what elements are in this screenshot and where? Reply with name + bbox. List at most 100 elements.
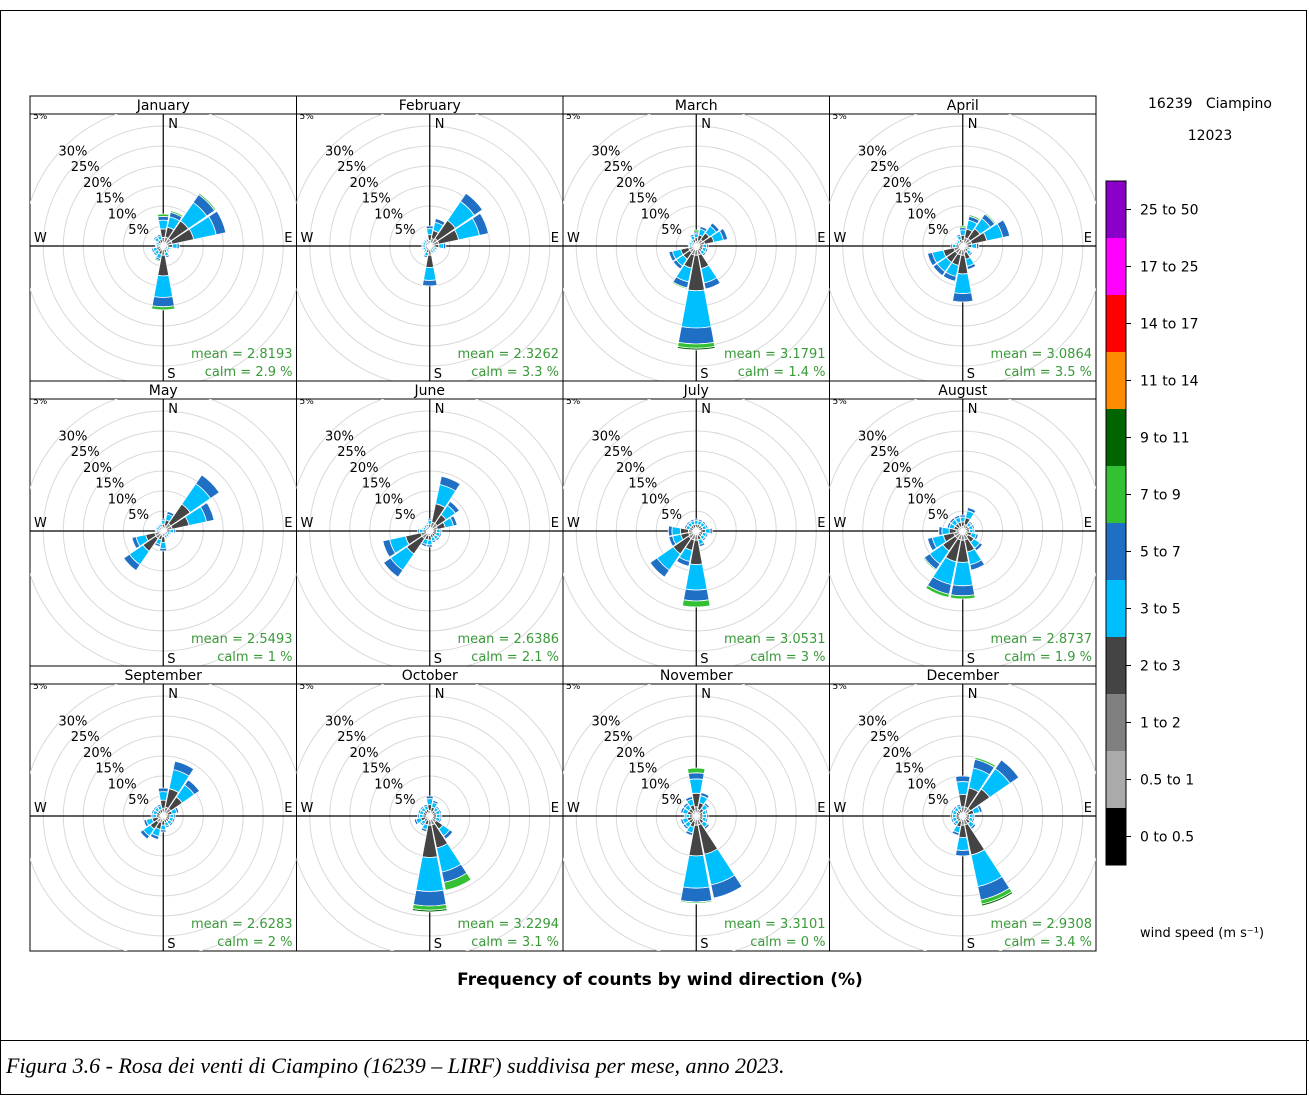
radial-tick-label-outer: 5% — [33, 112, 48, 122]
petal-w — [154, 529, 157, 533]
south-label: S — [434, 652, 442, 667]
petal-nne — [699, 225, 708, 232]
radial-tick-label: 20% — [883, 461, 912, 476]
radial-tick-label: 25% — [604, 160, 633, 175]
panel-plot-area: 5%10%15%20%25%30%5% — [296, 114, 563, 381]
west-label: W — [834, 516, 847, 531]
radial-tick-label: 5% — [128, 793, 149, 808]
petal-sw — [932, 263, 946, 277]
calm-label: calm = 2.9 % — [205, 365, 293, 380]
petal-sse — [966, 262, 977, 270]
west-label: W — [834, 801, 847, 816]
panel-plot-area: 5%10%15%20%25%30%5% — [30, 112, 297, 381]
petal-s — [159, 547, 168, 552]
petal-ne — [195, 474, 220, 500]
legend-swatch — [1106, 694, 1126, 751]
petal-s — [159, 829, 167, 833]
south-label: S — [967, 652, 975, 667]
petal-nnw — [422, 803, 429, 808]
petal-nne — [172, 760, 195, 777]
calm-label: calm = 1.9 % — [1004, 650, 1092, 665]
legend-label: 14 to 17 — [1140, 317, 1199, 333]
legend-label: 3 to 5 — [1140, 602, 1181, 618]
period-label: 12023 — [1188, 128, 1233, 144]
radial-tick-label: 25% — [337, 160, 366, 175]
petal-nne — [169, 210, 184, 218]
radial-tick-label: 30% — [591, 429, 620, 444]
radial-tick-label: 30% — [858, 714, 887, 729]
petal-sse — [703, 277, 721, 290]
north-label: N — [435, 117, 445, 132]
legend-border — [1105, 180, 1127, 866]
petal-ene — [449, 515, 458, 527]
radial-tick-label: 30% — [858, 144, 887, 159]
west-label: W — [34, 801, 47, 816]
petal-sse — [981, 891, 1014, 907]
radial-tick-label: 30% — [858, 429, 887, 444]
petal-s — [954, 849, 971, 857]
radial-tick-label: 15% — [362, 192, 391, 207]
south-label: S — [700, 367, 708, 382]
radial-tick-label-outer: 5% — [300, 682, 315, 692]
north-label: N — [168, 117, 178, 132]
legend-label: 2 to 3 — [1140, 659, 1181, 675]
petal-sw — [672, 259, 684, 270]
petal-s — [676, 346, 716, 351]
legend-swatch — [1106, 295, 1126, 352]
petal-wnw — [946, 521, 952, 529]
calm-label: calm = 2 % — [217, 935, 292, 950]
legend-label: 7 to 9 — [1140, 488, 1181, 504]
radial-tick-label: 5% — [128, 223, 149, 238]
radial-tick-label: 15% — [362, 762, 391, 777]
petal-ene — [208, 210, 227, 236]
chart-title: Frequency of counts by wind direction (%… — [457, 970, 863, 990]
petal-e — [971, 242, 978, 250]
petal-s — [956, 836, 970, 851]
south-label: S — [434, 367, 442, 382]
petal-ne — [184, 779, 201, 796]
radial-tick-label: 25% — [604, 730, 633, 745]
petal-ssw — [684, 830, 694, 837]
radial-tick-label: 5% — [928, 223, 949, 238]
petal-n — [158, 219, 169, 230]
west-label: W — [34, 231, 47, 246]
radial-tick-label-outer: 5% — [833, 682, 848, 692]
petal-wsw — [668, 250, 677, 262]
petal-ssw — [149, 832, 160, 840]
petal-w — [417, 813, 420, 819]
radial-tick-label: 20% — [883, 176, 912, 191]
petal-s — [950, 584, 976, 597]
petal-nne — [166, 510, 175, 517]
petal-w — [417, 528, 420, 534]
radial-tick-label: 15% — [895, 192, 924, 207]
petal-nw — [682, 802, 689, 809]
calm-label: calm = 3.3 % — [471, 365, 559, 380]
east-label: E — [551, 516, 559, 531]
radial-tick-label: 25% — [337, 445, 366, 460]
petal-wsw — [927, 252, 938, 267]
radial-tick-label: 10% — [374, 492, 403, 507]
legend-swatch — [1106, 808, 1126, 865]
radial-tick-label: 20% — [350, 746, 379, 761]
calm-label: calm = 0 % — [750, 935, 825, 950]
petal-nnw — [953, 514, 961, 520]
petal-ssw — [422, 254, 429, 259]
petal-n — [958, 225, 967, 229]
petal-ssw — [942, 271, 957, 282]
legend-label: 17 to 25 — [1140, 260, 1199, 276]
petal-ene — [471, 212, 489, 236]
petal-nnw — [424, 237, 429, 241]
mean-label: mean = 3.1791 — [724, 347, 826, 362]
radial-tick-label: 20% — [350, 461, 379, 476]
petal-e — [709, 527, 713, 535]
petal-wsw — [927, 537, 938, 552]
petal-sse — [698, 542, 706, 548]
panel-plot-area: 5%10%15%20%25%30%5% — [829, 399, 1096, 666]
petal-wsw — [143, 819, 150, 828]
petal-e — [439, 813, 443, 819]
petal-s — [412, 889, 447, 907]
petal-s — [679, 901, 713, 905]
